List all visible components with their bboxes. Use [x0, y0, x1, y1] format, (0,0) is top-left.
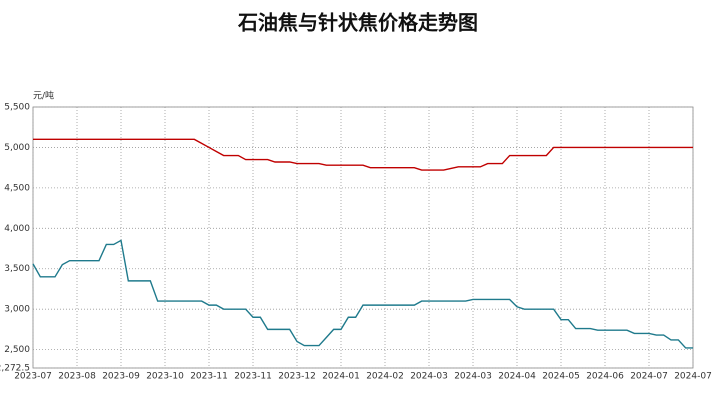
x-tick-label: 2023-12 [278, 372, 316, 382]
y-tick-label: 2,272.5 [0, 364, 30, 374]
x-tick-label: 2024-06 [586, 372, 624, 382]
x-tick-label: 2023-10 [146, 372, 184, 382]
y-unit: 元/吨 [33, 90, 54, 102]
x-tick-label: 2023-11 [190, 372, 228, 382]
x-tick-label: 2023-11 [234, 372, 272, 382]
y-tick-label: 5,500 [4, 103, 30, 113]
x-tick-label: 2024-03 [410, 372, 448, 382]
y-tick-label: 3,000 [4, 305, 30, 315]
series-line [32, 239, 693, 349]
x-tick-label: 2023-07 [14, 372, 52, 382]
x-tick-label: 2024-03 [454, 372, 492, 382]
x-tick-label: 2024-05 [542, 372, 580, 382]
y-tick-label: 3,500 [4, 264, 30, 274]
x-tick-label: 2024-07 [630, 372, 668, 382]
x-tick-label: 2023-09 [102, 372, 140, 382]
x-tick-label: 2024-04 [498, 372, 536, 382]
chart-title: 石油焦与针状焦价格走势图 [237, 11, 478, 35]
x-tick-label: 2023-08 [58, 372, 96, 382]
y-tick-label: 4,500 [4, 183, 30, 193]
y-tick-label: 2,500 [4, 345, 30, 355]
x-tick-label: 2024-07 [674, 372, 712, 382]
y-tick-label: 5,000 [4, 143, 30, 153]
x-tick-label: 2024-02 [366, 372, 404, 382]
series-line [33, 138, 693, 171]
y-tick-label: 4,000 [4, 224, 30, 234]
x-tick-label: 2024-01 [322, 372, 360, 382]
